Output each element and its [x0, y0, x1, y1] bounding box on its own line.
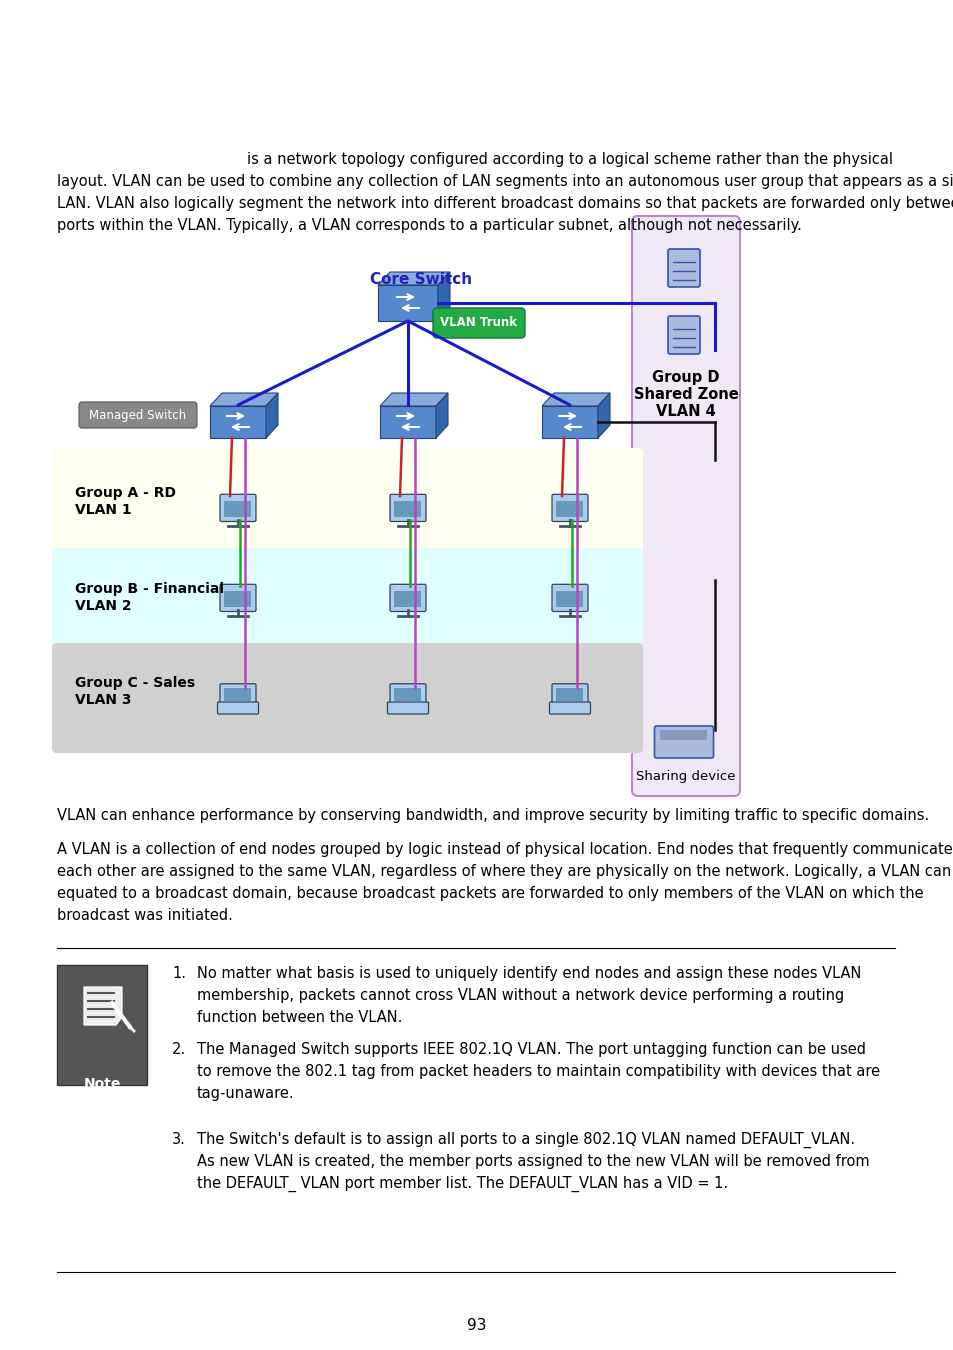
- Bar: [556, 688, 583, 701]
- Text: VLAN 2: VLAN 2: [75, 599, 132, 613]
- Polygon shape: [379, 393, 448, 406]
- Text: The Switch's default is to assign all ports to a single 802.1Q VLAN named DEFAUL: The Switch's default is to assign all po…: [196, 1133, 854, 1149]
- FancyBboxPatch shape: [390, 585, 426, 612]
- Text: VLAN Trunk: VLAN Trunk: [440, 316, 517, 329]
- Text: Shared Zone: Shared Zone: [633, 387, 738, 402]
- Text: VLAN 1: VLAN 1: [75, 504, 132, 517]
- Text: Core Switch: Core Switch: [370, 271, 472, 288]
- Text: No matter what basis is used to uniquely identify end nodes and assign these nod: No matter what basis is used to uniquely…: [196, 967, 861, 981]
- Polygon shape: [84, 987, 122, 1025]
- FancyBboxPatch shape: [390, 684, 426, 706]
- Text: to remove the 802.1 tag from packet headers to maintain compatibility with devic: to remove the 802.1 tag from packet head…: [196, 1064, 880, 1079]
- Text: each other are assigned to the same VLAN, regardless of where they are physicall: each other are assigned to the same VLAN…: [57, 864, 953, 879]
- FancyBboxPatch shape: [552, 684, 587, 706]
- Polygon shape: [541, 406, 598, 437]
- Text: membership, packets cannot cross VLAN without a network device performing a rout: membership, packets cannot cross VLAN wi…: [196, 988, 843, 1003]
- Text: Group D: Group D: [652, 370, 719, 385]
- FancyBboxPatch shape: [220, 585, 255, 612]
- FancyBboxPatch shape: [552, 494, 587, 521]
- Bar: [556, 591, 583, 608]
- FancyBboxPatch shape: [79, 402, 196, 428]
- FancyBboxPatch shape: [631, 216, 740, 796]
- FancyBboxPatch shape: [52, 448, 642, 555]
- Polygon shape: [436, 393, 448, 437]
- Bar: [659, 730, 707, 740]
- FancyBboxPatch shape: [387, 702, 428, 714]
- Text: is a network topology configured according to a logical scheme rather than the p: is a network topology configured accordi…: [247, 153, 892, 167]
- Bar: [395, 591, 421, 608]
- Bar: [224, 688, 252, 701]
- Text: VLAN 4: VLAN 4: [656, 404, 715, 418]
- Text: VLAN 3: VLAN 3: [75, 693, 132, 707]
- FancyBboxPatch shape: [552, 585, 587, 612]
- Polygon shape: [377, 271, 450, 285]
- FancyBboxPatch shape: [654, 726, 713, 757]
- Text: function between the VLAN.: function between the VLAN.: [196, 1010, 402, 1025]
- Text: ports within the VLAN. Typically, a VLAN corresponds to a particular subnet, alt: ports within the VLAN. Typically, a VLAN…: [57, 217, 801, 234]
- Bar: [395, 501, 421, 517]
- Text: LAN. VLAN also logically segment the network into different broadcast domains so: LAN. VLAN also logically segment the net…: [57, 196, 953, 211]
- FancyBboxPatch shape: [57, 965, 147, 1085]
- Polygon shape: [379, 406, 436, 437]
- Text: 1.: 1.: [172, 967, 186, 981]
- Polygon shape: [210, 393, 277, 406]
- Text: Group C - Sales: Group C - Sales: [75, 676, 195, 690]
- Text: Managed Switch: Managed Switch: [90, 409, 187, 421]
- Text: Group A - RD: Group A - RD: [75, 486, 175, 500]
- Text: 2.: 2.: [172, 1042, 186, 1057]
- Text: broadcast was initiated.: broadcast was initiated.: [57, 909, 233, 923]
- Polygon shape: [377, 285, 437, 321]
- Text: Note: Note: [83, 1077, 121, 1091]
- Text: VLAN can enhance performance by conserving bandwidth, and improve security by li: VLAN can enhance performance by conservi…: [57, 809, 928, 824]
- Text: 3.: 3.: [172, 1133, 186, 1147]
- FancyBboxPatch shape: [217, 702, 258, 714]
- Text: the DEFAULT_ VLAN port member list. The DEFAULT_VLAN has a VID = 1.: the DEFAULT_ VLAN port member list. The …: [196, 1176, 727, 1192]
- FancyBboxPatch shape: [667, 316, 700, 354]
- FancyBboxPatch shape: [220, 494, 255, 521]
- Text: As new VLAN is created, the member ports assigned to the new VLAN will be remove: As new VLAN is created, the member ports…: [196, 1154, 869, 1169]
- Polygon shape: [210, 406, 266, 437]
- Text: layout. VLAN can be used to combine any collection of LAN segments into an auton: layout. VLAN can be used to combine any …: [57, 174, 953, 189]
- Polygon shape: [266, 393, 277, 437]
- FancyBboxPatch shape: [52, 643, 642, 753]
- Bar: [224, 591, 252, 608]
- Bar: [395, 688, 421, 701]
- FancyBboxPatch shape: [52, 548, 642, 649]
- Polygon shape: [541, 393, 609, 406]
- Text: A VLAN is a collection of end nodes grouped by logic instead of physical locatio: A VLAN is a collection of end nodes grou…: [57, 842, 953, 857]
- Polygon shape: [437, 271, 450, 321]
- Text: Sharing device: Sharing device: [636, 769, 735, 783]
- Text: Group B - Financial: Group B - Financial: [75, 582, 224, 595]
- Bar: [556, 501, 583, 517]
- FancyBboxPatch shape: [549, 702, 590, 714]
- Text: tag-unaware.: tag-unaware.: [196, 1085, 294, 1102]
- Polygon shape: [598, 393, 609, 437]
- FancyBboxPatch shape: [390, 494, 426, 521]
- Text: The Managed Switch supports IEEE 802.1Q VLAN. The port untagging function can be: The Managed Switch supports IEEE 802.1Q …: [196, 1042, 865, 1057]
- Text: equated to a broadcast domain, because broadcast packets are forwarded to only m: equated to a broadcast domain, because b…: [57, 886, 923, 900]
- Bar: [224, 501, 252, 517]
- FancyBboxPatch shape: [667, 248, 700, 288]
- FancyBboxPatch shape: [433, 308, 524, 338]
- FancyBboxPatch shape: [220, 684, 255, 706]
- Text: 93: 93: [467, 1318, 486, 1332]
